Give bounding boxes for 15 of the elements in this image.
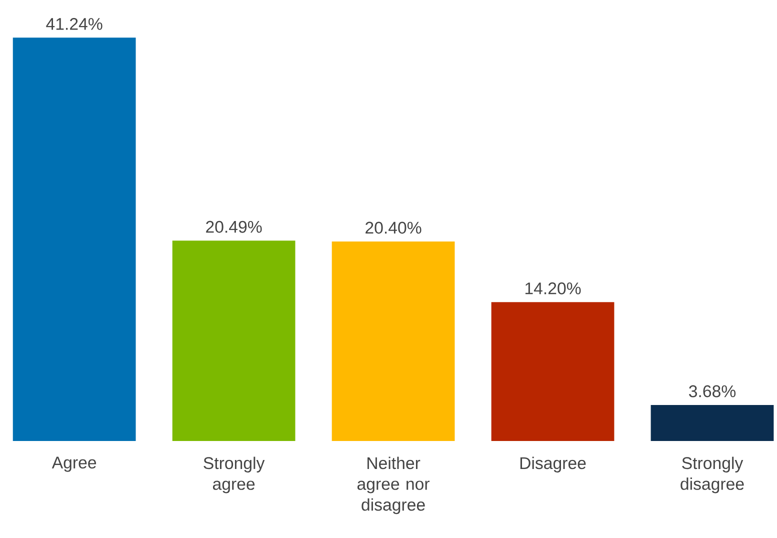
data-label: 14.20% bbox=[525, 282, 581, 294]
bar bbox=[172, 240, 296, 441]
bar bbox=[332, 241, 455, 441]
data-label: 20.40% bbox=[366, 222, 422, 234]
data-label: 3.68% bbox=[689, 385, 736, 398]
x-tick-label: Strongly disagree bbox=[680, 456, 744, 494]
bar bbox=[12, 38, 136, 441]
bar bbox=[491, 302, 614, 441]
bar bbox=[650, 404, 774, 441]
data-label: 41.24% bbox=[46, 18, 102, 30]
x-tick-label: Strongly agree bbox=[204, 456, 265, 494]
x-tick-label: Neither agree nor disagree bbox=[357, 456, 430, 514]
data-label: 20.49% bbox=[206, 220, 262, 233]
x-tick-label: Disagree bbox=[520, 456, 586, 472]
x-tick-label: Agree bbox=[52, 456, 96, 472]
